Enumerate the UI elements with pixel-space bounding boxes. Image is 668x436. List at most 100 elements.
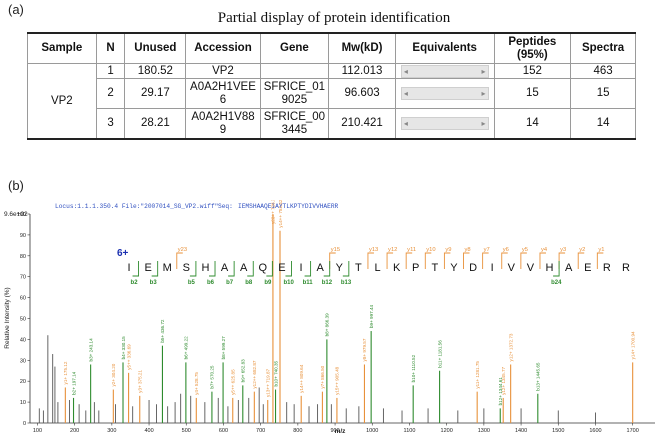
peak-annotation: y23++ 726.38	[271, 200, 276, 224]
peak-annotation: y11+ 1281.75	[475, 361, 480, 389]
peak-annotation: b2+ 197.14	[71, 371, 76, 395]
y-ion-label: y12	[388, 247, 397, 253]
protein-table: Sample N Unused Accession Gene Mw(kD) Eq…	[27, 32, 636, 140]
peak-annotation: y3+ 375.21	[138, 370, 143, 393]
y-tick-label: 100	[17, 212, 26, 218]
peak-annotation: b8+ 866.39	[325, 313, 330, 337]
cell-mw: 112.013	[328, 63, 396, 79]
cell-accession: A0A2H1V889	[185, 108, 261, 140]
x-tick-label: 1500	[552, 428, 564, 434]
x-tick-label: 700	[256, 428, 265, 434]
y-ion-label: y23	[178, 247, 187, 253]
peak-annotation: y12+ 1345.77	[501, 367, 506, 395]
x-tick-label: 200	[70, 428, 79, 434]
b-ion-label: b11	[303, 280, 314, 286]
y-tick-label: 80	[20, 254, 26, 260]
cell-sample: VP2	[27, 63, 97, 140]
peak-annotation: b12+ 1344.61	[498, 377, 503, 406]
y-ion-bracket	[463, 252, 470, 269]
b-ion-label: b5	[188, 280, 196, 286]
spectrum-axes: 100 200 300 400 500 600 700 800 900 1000 1100 1200 1…	[17, 212, 655, 434]
col-n: N	[95, 32, 126, 64]
ms-spectrum-chart: Locus:1.1.1.350.4 File:"2007014_SG_VP2.w…	[4, 200, 655, 435]
peak-annotation: y14++ 809.64	[299, 364, 304, 393]
b-ion-label: b7	[226, 280, 234, 286]
x-tick-label: 500	[182, 428, 191, 434]
y-tick-label: 30	[20, 358, 26, 364]
sequence-residue: I	[300, 262, 303, 274]
peak-annotation: y5++ 336.69	[126, 344, 131, 370]
sequence-residue: M	[163, 262, 172, 274]
col-unused: Unused	[124, 32, 187, 64]
y-ion-bracket	[424, 252, 432, 269]
x-tick-label: 1200	[441, 428, 453, 434]
y-ion-label: y2	[579, 247, 585, 253]
y-tick-label: 90	[20, 233, 26, 239]
x-axis-label: m/z	[335, 428, 347, 435]
y-ion-label: y5	[522, 247, 528, 253]
b-ion-bracket	[266, 261, 273, 277]
x-tick-label: 1700	[627, 428, 639, 434]
sequence-residue: E	[278, 262, 285, 274]
cell-n: 2	[95, 78, 126, 109]
cell-equivalents: ◂ ▸	[394, 78, 495, 109]
peak-annotation: y8+ 979.57	[362, 338, 367, 361]
cell-accession: VP2	[185, 63, 261, 79]
cell-spectra: 15	[570, 78, 636, 109]
peak-annotation: y1+ 175.12	[63, 361, 68, 384]
peak-annotation: b11+ 1181.56	[437, 340, 442, 368]
equivalents-scrollbar[interactable]: ◂ ▸	[400, 87, 489, 100]
cell-spectra: 14	[570, 108, 636, 140]
sequence-residue: L	[374, 262, 380, 274]
col-spectra: Spectra	[570, 32, 636, 64]
y-tick-label: 0	[23, 421, 26, 427]
peak-annotation: y13++ 719.87	[266, 368, 271, 397]
cell-peptides: 15	[493, 78, 572, 109]
cell-peptides: 152	[493, 63, 572, 79]
scroll-right-icon[interactable]: ▸	[481, 89, 486, 98]
scroll-left-icon[interactable]: ◂	[403, 119, 408, 128]
y-ion-label: y11	[407, 247, 416, 253]
y-max-label: 9.6e+02	[4, 211, 28, 218]
sequence-residue: R	[622, 262, 630, 274]
cell-equivalents: ◂ ▸	[394, 63, 495, 79]
y-ion-label: y1	[598, 247, 604, 253]
scroll-right-icon[interactable]: ▸	[481, 119, 486, 128]
x-tick-label: 1600	[589, 428, 601, 434]
b-ion-label: b2	[131, 280, 139, 286]
equivalents-scrollbar[interactable]: ◂ ▸	[400, 64, 489, 78]
table-row: 2 29.17 A0A2H1VEE6 SFRICE_019025 96.603 …	[28, 78, 636, 109]
scroll-right-icon[interactable]: ▸	[481, 66, 486, 76]
x-tick-label: 800	[293, 428, 302, 434]
sequence-residue: T	[431, 262, 438, 274]
y-ion-bracket	[176, 252, 183, 269]
col-peptides: Peptides (95%)	[493, 32, 572, 64]
sequence-residue: V	[527, 262, 535, 274]
x-tick-label: 1400	[515, 428, 527, 434]
peak-annotation: y7+ 866.50	[320, 365, 325, 388]
b-ion-label: b6	[207, 280, 215, 286]
scroll-left-icon[interactable]: ◂	[403, 89, 408, 98]
x-tick-label: 900	[330, 428, 339, 434]
peak-annotation: y5++ 625.85	[231, 369, 236, 395]
cell-n: 1	[95, 63, 126, 79]
sequence-residue: K	[393, 262, 401, 274]
col-mw: Mw(kD)	[328, 32, 396, 64]
b-ion-label: b13	[341, 280, 352, 286]
cell-n: 3	[95, 108, 126, 140]
sequence-residue: I	[491, 262, 494, 274]
cell-mw: 96.603	[328, 78, 396, 109]
equivalents-scrollbar[interactable]: ◂ ▸	[400, 117, 489, 130]
col-equivalents: Equivalents	[394, 32, 495, 64]
peak-annotation: b9+ 997.44	[369, 304, 374, 328]
table-title: Partial display of protein identificatio…	[217, 10, 451, 26]
scroll-left-icon[interactable]: ◂	[403, 66, 408, 76]
sequence-residue: P	[412, 262, 419, 274]
peak-annotation: b3+ 243.14	[88, 338, 93, 362]
b-ion-bracket	[323, 261, 331, 277]
peak-annotation: b13+ 1445.65	[536, 362, 541, 391]
y-ion-label: y13	[369, 247, 378, 253]
peak-annotation: b5+ 436.72	[160, 319, 165, 343]
peak-annotation: y14++ 752.42	[278, 200, 283, 228]
